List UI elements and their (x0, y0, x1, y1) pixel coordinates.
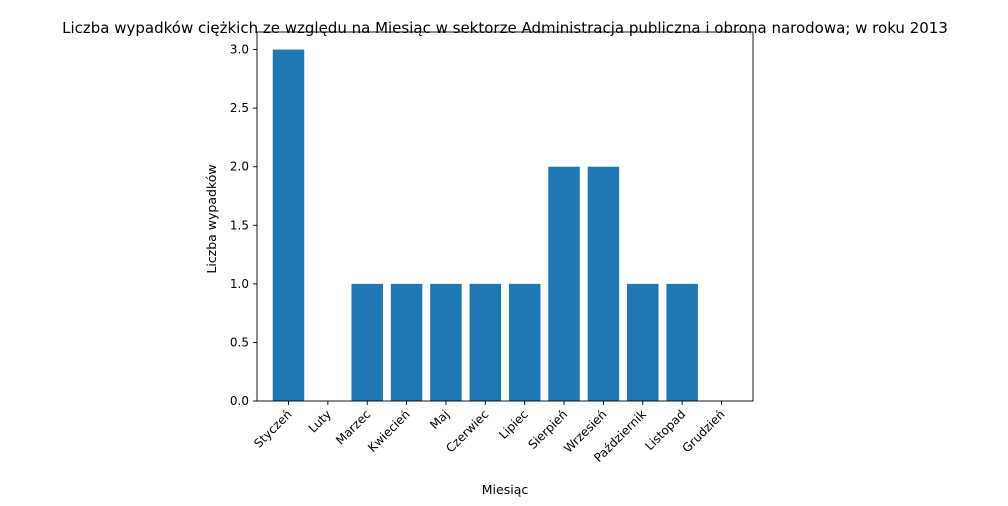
bar-4 (430, 283, 462, 401)
x-tick-label-4: Maj (427, 407, 452, 432)
y-tick-label-0: 0.0 (230, 394, 249, 408)
bar-9 (627, 283, 659, 401)
x-tick-label-1: Luty (306, 407, 334, 435)
y-tick-label-4: 2.0 (230, 160, 249, 174)
y-tick-label-2: 1.0 (230, 277, 249, 291)
bar-3 (390, 283, 423, 401)
bars-group (272, 49, 698, 401)
x-axis-label: Miesiąc (482, 482, 529, 497)
x-tick-label-0: Styczeń (251, 407, 294, 450)
y-axis-label: Liczba wypadków (204, 164, 219, 273)
y-tick-label-6: 3.0 (230, 43, 249, 57)
plot-frame (256, 31, 754, 402)
bar-5 (469, 283, 502, 401)
y-tick-label-3: 1.5 (230, 218, 249, 232)
y-tick-label-1: 0.5 (230, 335, 249, 349)
x-tick-label-3: Kwiecień (365, 407, 413, 455)
bar-8 (587, 166, 620, 401)
x-tick-label-6: Lipiec (496, 407, 531, 442)
y-tick-label-5: 2.5 (230, 101, 249, 115)
x-tick-label-11: Grudzień (679, 407, 727, 455)
y-axis: 0.0 0.5 1.0 1.5 2.0 2.5 3.0 (230, 43, 257, 408)
chart-title: Liczba wypadków ciężkich ze względu na M… (62, 19, 948, 37)
bar-6 (508, 283, 541, 401)
bar-10 (666, 283, 698, 401)
x-tick-label-5: Czerwiec (443, 407, 491, 455)
bar-0 (272, 49, 305, 401)
bar-7 (548, 166, 580, 401)
bar-2 (351, 283, 383, 401)
